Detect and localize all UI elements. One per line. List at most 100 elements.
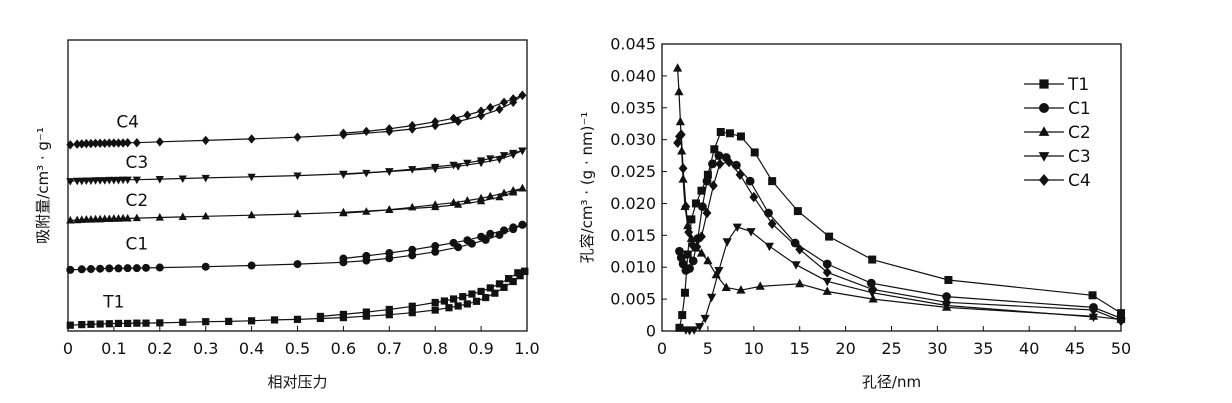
data-point (431, 242, 440, 251)
data-point (495, 280, 504, 288)
data-point (73, 139, 82, 149)
data-point (132, 176, 141, 185)
data-point (431, 298, 439, 307)
left-x-tick-label: 0.7 (377, 339, 402, 358)
series-line (677, 68, 1122, 321)
data-point (105, 138, 114, 148)
data-point (66, 215, 75, 224)
data-point (408, 120, 417, 131)
right-x-tick-label: 20 (835, 339, 855, 358)
right-x-tick-label: 40 (1019, 339, 1039, 358)
data-point (500, 283, 508, 291)
data-point (339, 128, 348, 138)
data-point (686, 233, 696, 242)
right-series-group (673, 63, 1126, 336)
data-point (114, 138, 123, 148)
data-point (680, 288, 689, 297)
data-point (697, 186, 706, 195)
data-point (385, 168, 394, 176)
data-point (685, 264, 694, 273)
legend-item-t1: T1 (1024, 75, 1089, 95)
data-point (746, 228, 756, 237)
data-point (715, 158, 725, 170)
data-point (362, 312, 370, 320)
curve-label-c1: C1 (126, 235, 149, 255)
data-point (514, 269, 522, 277)
data-point (709, 180, 718, 191)
data-point (681, 201, 691, 212)
legend-item-c4: C4 (1024, 171, 1091, 191)
data-point (66, 321, 74, 329)
legend-item-c2: C2 (1024, 123, 1091, 143)
data-point (476, 193, 486, 202)
data-point (385, 124, 394, 134)
data-point (179, 318, 187, 326)
data-point (463, 300, 471, 308)
data-point (431, 200, 440, 208)
data-point (201, 174, 210, 183)
data-point (764, 242, 775, 252)
data-point (225, 317, 233, 325)
data-point (463, 159, 472, 168)
data-point (445, 304, 453, 312)
data-point (362, 251, 371, 260)
data-point (96, 264, 105, 273)
data-point (339, 254, 348, 263)
data-point (316, 312, 325, 321)
data-point (509, 94, 518, 104)
data-point (385, 205, 394, 213)
data-point (868, 284, 878, 295)
data-point (124, 319, 132, 328)
data-point (86, 265, 95, 274)
legend-item-c1: C1 (1024, 99, 1091, 119)
data-point (454, 200, 463, 208)
right-y-tick-label: 0.030 (610, 130, 656, 149)
data-point (868, 294, 878, 303)
data-point (109, 138, 118, 148)
data-point (1088, 291, 1097, 300)
data-point (688, 256, 698, 266)
data-point (518, 183, 527, 192)
data-point (114, 319, 123, 328)
data-point (684, 226, 694, 238)
data-point (339, 208, 348, 217)
data-point (362, 126, 371, 137)
pore-size-distribution-chart: 0 5 10 15 20 25 30 35 40 45 50 0 0.005 0.010 0.015 0.0… (578, 35, 1131, 392)
data-point (944, 275, 953, 284)
data-point (500, 226, 509, 235)
data-point (509, 223, 518, 232)
data-point (362, 308, 370, 316)
data-point (476, 157, 486, 165)
data-point (714, 267, 724, 276)
data-point (673, 63, 683, 72)
curve-label-c2: C2 (126, 191, 149, 211)
data-point (440, 297, 448, 305)
data-point (477, 287, 485, 296)
data-point (66, 140, 75, 150)
data-point (362, 169, 371, 178)
data-point (449, 295, 458, 303)
right-x-tick-label: 50 (1111, 339, 1131, 358)
data-point (768, 177, 777, 186)
data-point (133, 319, 141, 327)
data-point (825, 232, 834, 241)
data-point (247, 210, 256, 219)
data-point (477, 106, 486, 116)
data-point (1089, 304, 1098, 316)
right-series-c2 (673, 63, 1126, 323)
right-x-tick-label: 10 (744, 339, 764, 358)
legend-marker (1039, 103, 1049, 113)
data-point (132, 264, 141, 273)
data-point (293, 315, 302, 323)
legend-item-c3: C3 (1024, 147, 1091, 167)
left-series-c3 (66, 147, 527, 186)
data-point (105, 320, 113, 328)
data-point (454, 163, 463, 171)
data-point (142, 263, 151, 272)
data-point (791, 261, 801, 270)
data-point (795, 278, 805, 288)
data-point (749, 191, 759, 203)
data-point (201, 262, 210, 271)
data-point (86, 138, 95, 149)
data-point (518, 90, 527, 100)
